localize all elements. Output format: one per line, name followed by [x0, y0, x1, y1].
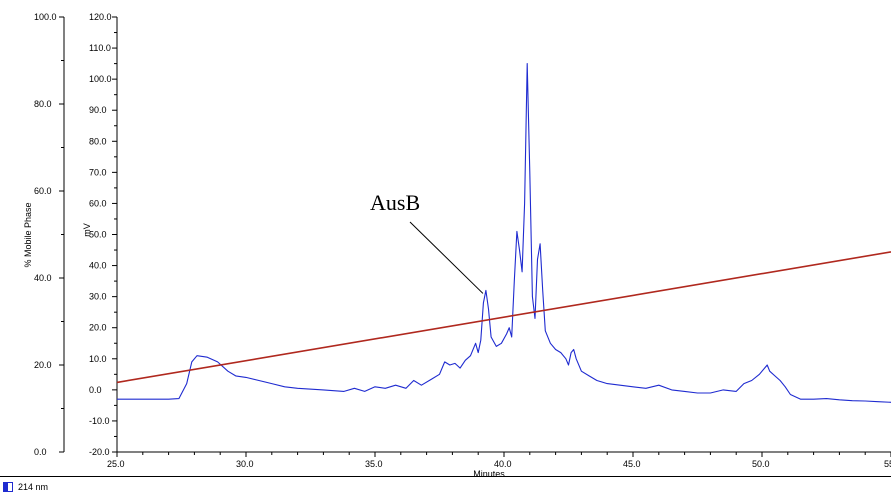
y-left-tick-label: 100.0 [34, 12, 57, 22]
legend-divider [0, 476, 891, 477]
y-right-tick-label: 50.0 [89, 230, 107, 240]
x-tick-label: 30.0 [236, 459, 254, 469]
axes-group [63, 17, 891, 453]
legend-swatch-icon [3, 482, 13, 492]
y-right-tick-label: 40.0 [89, 261, 107, 271]
y-left-tick-label: 60.0 [34, 186, 52, 196]
y-left-tick-label: 20.0 [34, 360, 52, 370]
x-tick-label: 25.0 [107, 459, 125, 469]
y-right-tick-label: 30.0 [89, 292, 107, 302]
y-right-tick-label: 70.0 [89, 167, 107, 177]
y-right-tick-label: 60.0 [89, 198, 107, 208]
series-group [116, 63, 891, 403]
y-left-tick-label: 0.0 [34, 447, 47, 457]
annotation-group: AusB [370, 190, 484, 294]
x-tick-label: 35.0 [365, 459, 383, 469]
y-axis-right-title: mV [82, 223, 92, 237]
absorbance-trace-line [117, 63, 891, 403]
y-right-tick-label: 90.0 [89, 105, 107, 115]
x-tick-label: 50.0 [752, 459, 770, 469]
y-left-tick-label: 40.0 [34, 273, 52, 283]
x-tick-label: 45.0 [623, 459, 641, 469]
x-tick-label: 40.0 [494, 459, 512, 469]
annotation-leader-line [409, 221, 484, 294]
y-right-tick-label: -10.0 [89, 416, 110, 426]
mobile-phase-gradient-line [116, 251, 891, 384]
annotation-label: AusB [370, 190, 420, 215]
y-right-tick-label: 120.0 [89, 12, 112, 22]
y-left-tick-label: 80.0 [34, 99, 52, 109]
y-right-tick-label: 80.0 [89, 136, 107, 146]
tick-group: 120.0 110.0 100.0 90.0 80.0 70.0 60.0 50.0 40.0 3… [34, 12, 891, 469]
y-right-tick-label: 20.0 [89, 323, 107, 333]
y-right-tick-label: 0.0 [89, 385, 102, 395]
x-axis-title: Minutes [473, 469, 505, 479]
y-axis-left-title: % Mobile Phase [23, 202, 33, 267]
chromatogram-chart: 120.0 110.0 100.0 90.0 80.0 70.0 60.0 50.0 40.0 3… [23, 12, 891, 479]
legend: 214 nm [3, 480, 48, 494]
legend-label: 214 nm [18, 482, 49, 492]
y-right-tick-label: 10.0 [89, 354, 107, 364]
x-tick-label: 55. [884, 459, 891, 469]
y-right-tick-label: -20.0 [89, 447, 110, 457]
y-right-tick-label: 100.0 [89, 74, 112, 84]
y-right-tick-label: 110.0 [89, 43, 111, 53]
